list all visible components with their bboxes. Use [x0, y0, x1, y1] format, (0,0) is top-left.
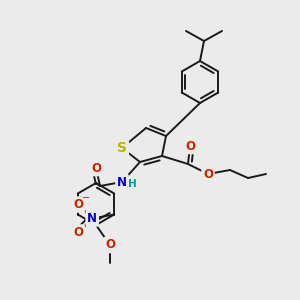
Text: O: O	[73, 226, 83, 239]
Text: O: O	[203, 167, 213, 181]
Text: O: O	[105, 238, 115, 251]
Text: O: O	[185, 140, 195, 152]
Text: N: N	[117, 176, 127, 188]
Text: S: S	[117, 141, 127, 155]
Text: H: H	[128, 179, 136, 189]
Text: O: O	[73, 198, 83, 211]
Text: −: −	[82, 194, 90, 203]
Text: N: N	[87, 212, 97, 225]
Text: O: O	[91, 161, 101, 175]
